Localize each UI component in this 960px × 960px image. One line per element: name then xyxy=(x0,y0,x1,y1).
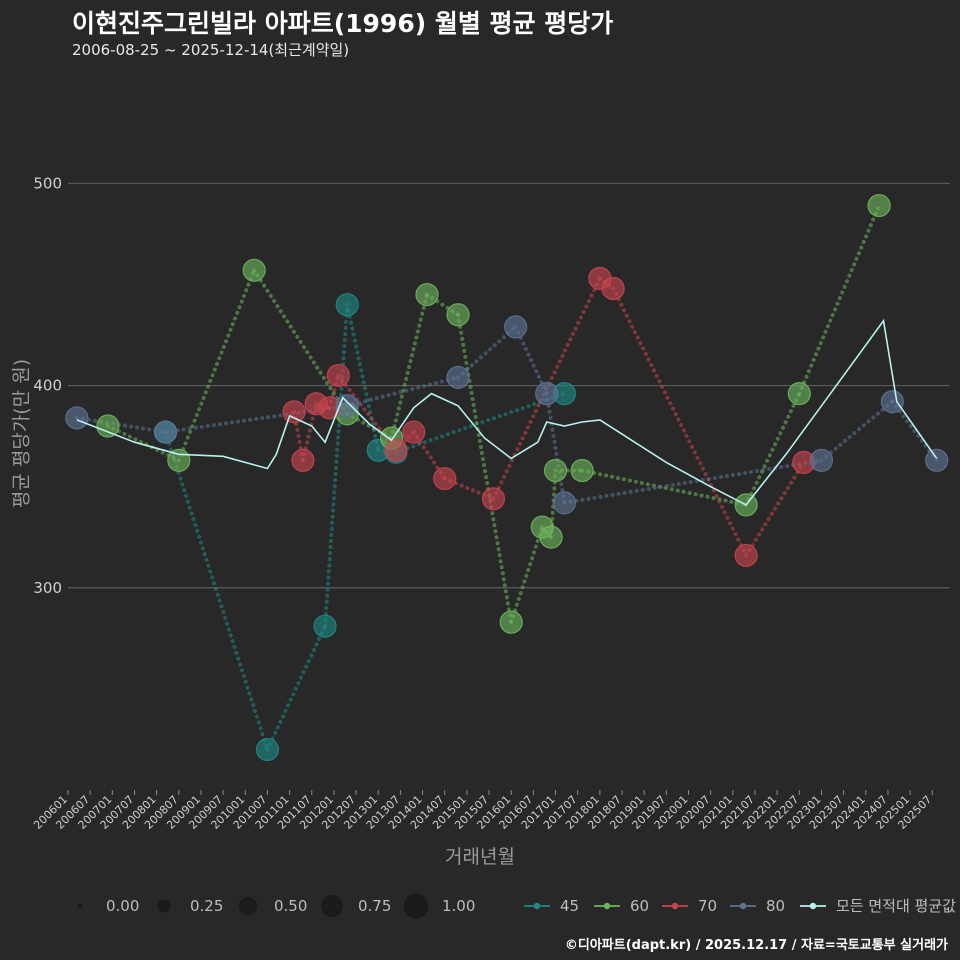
average-line xyxy=(76,318,938,506)
y-tick-500: 500 xyxy=(33,174,62,192)
series-70-point xyxy=(282,400,306,424)
series-60-segment xyxy=(580,468,749,507)
series-60-segment xyxy=(456,312,514,625)
series-80-point xyxy=(552,491,577,515)
size-legend-label-3: 0.75 xyxy=(358,897,391,915)
legend: 0.00 0.25 0.50 0.75 1.00 45 60 70 80 모든 면적대 평균값 xyxy=(77,893,956,919)
series-60-point xyxy=(242,258,266,282)
series-80-segment xyxy=(456,324,518,380)
series-60-segment xyxy=(389,292,430,441)
series-60-segment xyxy=(105,424,181,463)
series-70-point xyxy=(291,448,315,472)
series-60-point xyxy=(415,282,439,307)
legend-label-70: 70 xyxy=(698,897,717,915)
series-80-point xyxy=(880,390,904,414)
series-60-segment xyxy=(744,391,802,507)
grid-lines xyxy=(68,182,950,589)
legend-dot-60 xyxy=(603,902,611,910)
average-line-path xyxy=(76,318,938,506)
series-45-segment xyxy=(265,624,328,752)
series-80-segment xyxy=(890,399,939,463)
series-60-point xyxy=(867,193,891,218)
size-legend-label-1: 0.25 xyxy=(190,897,223,915)
series-70-point xyxy=(326,363,350,388)
series-45-segment xyxy=(323,302,350,629)
size-legend-label-2: 0.50 xyxy=(274,897,307,915)
size-legend-label-0: 0.00 xyxy=(106,897,139,915)
series-80-point xyxy=(504,315,528,339)
series-80-segment xyxy=(544,391,567,505)
series-70-point xyxy=(601,276,625,301)
series-60-segment xyxy=(797,203,882,396)
y-tick-labels: 300 400 500 xyxy=(33,174,62,596)
source-caption: ©디아파트(dapt.kr) / 2025.12.17 / 자료=국토교통부 실… xyxy=(564,938,948,953)
series-80-point xyxy=(65,406,89,430)
size-legend-dot-0 xyxy=(77,903,83,909)
series-45-point xyxy=(313,614,337,638)
legend-dot-avg xyxy=(809,902,817,910)
x-tick-labels: 2006012006072007012007072008012008072009… xyxy=(31,790,934,832)
series-60-segment xyxy=(509,525,545,625)
series-80-segment xyxy=(562,458,824,505)
series-70-point xyxy=(734,543,758,568)
series-60-point xyxy=(446,303,470,327)
series-45-segment xyxy=(163,430,270,752)
series-70-point xyxy=(402,420,426,444)
series-80-segment xyxy=(345,375,461,408)
series-60-point xyxy=(543,458,568,483)
series-points xyxy=(65,193,949,762)
legend-label-avg: 모든 면적대 평균값 xyxy=(836,897,956,915)
series-70-point xyxy=(481,487,506,511)
series-80-point xyxy=(153,420,178,444)
legend-dot-45 xyxy=(533,902,541,910)
size-legend-dot-2 xyxy=(239,897,257,915)
y-tick-300: 300 xyxy=(33,579,62,597)
series-70-point xyxy=(384,438,408,462)
series-80-segment xyxy=(513,324,549,396)
chart-title: 이현진주그린빌라 아파트(1996) 월별 평균 평당가 xyxy=(72,9,614,38)
series-lines xyxy=(74,203,939,752)
series-80-point xyxy=(535,382,559,406)
series-70-segment xyxy=(744,460,806,558)
series-70-point xyxy=(433,466,457,491)
series-60-point xyxy=(539,525,563,549)
y-tick-400: 400 xyxy=(33,377,62,395)
series-60-point xyxy=(787,382,811,406)
series-60-segment xyxy=(252,268,350,416)
series-80-point xyxy=(446,365,470,390)
series-60-point xyxy=(499,610,523,634)
series-60-point xyxy=(96,414,120,438)
series-45-point xyxy=(335,293,359,317)
series-70-segment xyxy=(611,286,749,558)
legend-label-45: 45 xyxy=(560,897,579,915)
legend-label-80: 80 xyxy=(766,897,785,915)
series-45-segment xyxy=(393,391,567,455)
series-80-point xyxy=(925,448,949,472)
x-axis-label: 거래년월 xyxy=(445,846,515,868)
legend-dot-70 xyxy=(671,902,679,910)
size-legend-label-4: 1.00 xyxy=(442,897,475,915)
series-80-point xyxy=(809,448,834,472)
legend-label-60: 60 xyxy=(630,897,649,915)
series-80-segment xyxy=(819,399,895,463)
y-axis-label: 평균 평당가(만 원) xyxy=(10,358,33,509)
series-45-point xyxy=(255,737,280,762)
size-legend-dot-1 xyxy=(157,899,171,913)
series-60-point xyxy=(570,458,594,483)
series-60-segment xyxy=(176,268,257,463)
legend-dot-80 xyxy=(739,902,747,910)
size-legend-dot-3 xyxy=(321,895,343,917)
series-80-segment xyxy=(74,415,168,435)
size-legend-dot-4 xyxy=(403,893,429,919)
chart-subtitle: 2006-08-25 ~ 2025-12-14(최근계약일) xyxy=(72,41,350,59)
